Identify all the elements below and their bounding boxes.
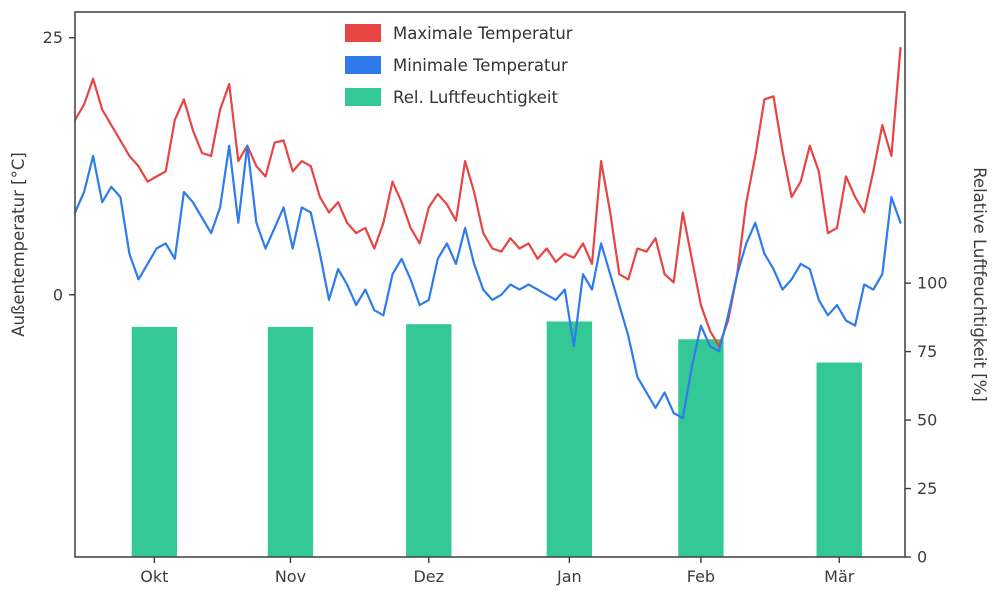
humidity-bar: [267, 326, 314, 557]
humidity-bar: [131, 326, 178, 557]
tick-label: 25: [917, 479, 937, 498]
tick-label: Maximale Temperatur: [393, 24, 573, 43]
right-axis-label: Relative Luftfeuchtigkeit [%]: [970, 167, 989, 402]
humidity-bar: [546, 321, 593, 557]
tick-label: Okt: [140, 567, 168, 586]
tick-label: Jan: [556, 567, 582, 586]
humidity-bar: [406, 324, 452, 557]
humidity-bar: [678, 339, 724, 557]
chart-legend: Maximale Temperatur Minimale Temperatur Re…: [345, 24, 573, 107]
max-temp-line: [73, 46, 902, 348]
tick-label: 50: [917, 411, 937, 430]
tick-label: Feb: [687, 567, 715, 586]
humidity-bars: [131, 321, 862, 557]
tick-label: Dez: [413, 567, 444, 586]
tick-label: 0: [53, 285, 63, 304]
tick-label: Mär: [824, 567, 855, 586]
tick-label: 100: [917, 274, 948, 293]
left-axis-label: Außentemperatur [°C]: [9, 152, 28, 337]
tick-label: 25: [43, 28, 63, 47]
legend-swatch: [345, 88, 381, 106]
legend-item: Rel. Luftfeuchtigkeit: [345, 88, 558, 107]
tick-label: 75: [917, 342, 937, 361]
left-y-axis: 0 25: [43, 28, 75, 304]
axes-frame: [74, 11, 906, 558]
tick-label: Nov: [275, 567, 306, 586]
legend-swatch: [345, 56, 381, 74]
tick-label: Rel. Luftfeuchtigkeit: [393, 88, 558, 107]
humidity-bar: [816, 362, 862, 557]
x-axis: Okt Nov Dez Jan Feb Mär: [140, 557, 855, 586]
right-y-axis: 0 25 50 75 100: [905, 274, 948, 567]
tick-label: 0: [917, 548, 927, 567]
legend-swatch: [345, 24, 381, 42]
legend-item: Minimale Temperatur: [345, 56, 568, 75]
min-temp-line: [73, 144, 902, 420]
tick-label: Minimale Temperatur: [393, 56, 568, 75]
legend-item: Maximale Temperatur: [345, 24, 573, 43]
